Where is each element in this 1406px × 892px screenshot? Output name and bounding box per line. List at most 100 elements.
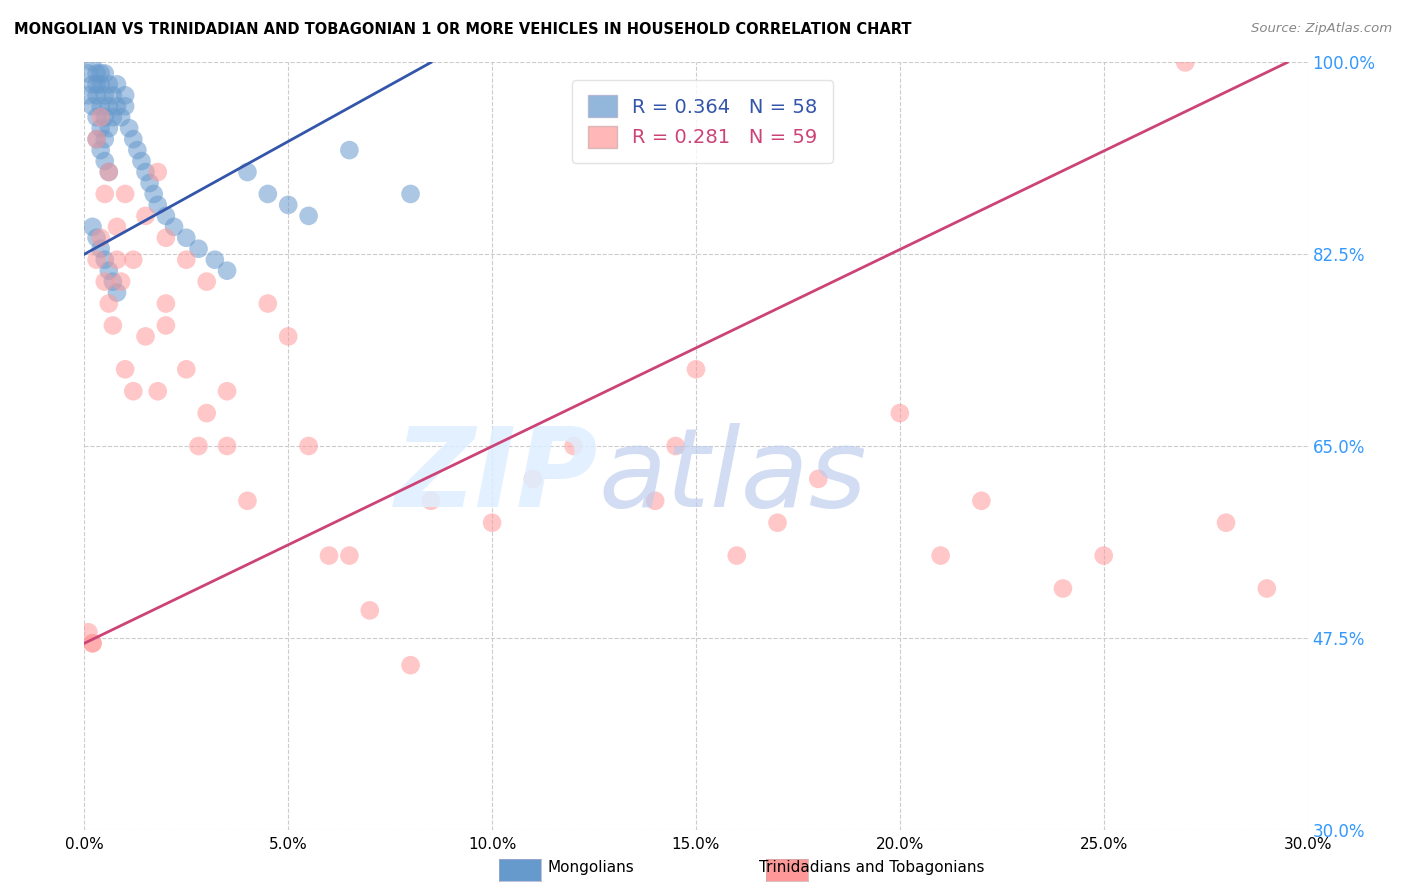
Point [1052,582,1074,596]
Point [665,439,688,453]
Point [131,154,153,169]
Point [146,198,169,212]
Point [318,549,340,563]
Point [86,66,108,80]
Point [114,88,136,103]
Point [127,143,149,157]
Point [146,384,169,399]
Point [114,362,136,376]
Point [562,439,585,453]
Point [155,231,177,245]
Point [86,231,108,245]
Point [339,549,361,563]
Point [1215,516,1237,530]
Point [420,493,443,508]
Text: Source: ZipAtlas.com: Source: ZipAtlas.com [1251,22,1392,36]
Point [90,143,112,157]
Point [97,78,120,92]
Point [187,242,209,256]
Point [110,275,132,289]
Point [118,121,141,136]
Point [481,516,503,530]
Point [105,252,128,267]
Point [101,318,124,333]
Text: Trinidadians and Tobagonians: Trinidadians and Tobagonians [759,861,984,875]
Point [298,209,321,223]
Point [86,110,108,124]
Point [101,110,124,124]
Point [195,406,218,420]
Point [93,66,115,80]
Point [93,132,115,146]
Point [217,439,239,453]
Point [86,78,108,92]
Point [77,66,100,80]
Legend: R = 0.364   N = 58, R = 0.281   N = 59: R = 0.364 N = 58, R = 0.281 N = 59 [572,79,832,163]
Point [93,275,115,289]
Point [101,88,124,103]
Point [86,132,108,146]
Point [204,252,226,267]
Point [155,318,177,333]
Point [90,242,112,256]
Point [122,132,145,146]
Point [82,636,104,650]
Point [146,165,169,179]
Point [114,186,136,201]
Point [298,439,321,453]
Point [82,55,104,70]
Point [277,198,299,212]
Point [101,275,124,289]
Point [257,296,280,310]
Text: Mongolians: Mongolians [547,861,634,875]
Point [174,362,197,376]
Point [399,186,422,201]
Point [77,625,100,640]
Point [114,99,136,113]
Point [135,329,157,343]
Point [766,516,789,530]
Point [86,88,108,103]
Point [236,493,259,508]
Point [135,165,157,179]
Point [970,493,993,508]
Point [522,472,544,486]
Point [90,78,112,92]
Point [93,110,115,124]
Point [90,66,112,80]
Point [174,231,197,245]
Text: atlas: atlas [598,423,866,530]
Point [644,493,666,508]
Point [135,209,157,223]
Point [195,275,218,289]
Point [90,231,112,245]
Point [90,121,112,136]
Point [1174,55,1197,70]
Point [93,88,115,103]
Point [90,110,112,124]
Point [97,165,120,179]
Point [1092,549,1115,563]
Point [685,362,707,376]
Point [142,186,165,201]
Point [86,252,108,267]
Point [110,110,132,124]
Point [236,165,259,179]
Point [339,143,361,157]
Point [163,219,186,234]
Point [725,549,748,563]
Point [97,99,120,113]
Point [217,384,239,399]
Point [93,186,115,201]
Point [807,472,830,486]
Point [77,88,100,103]
Point [82,99,104,113]
Point [93,252,115,267]
Point [257,186,280,201]
Point [105,99,128,113]
Point [155,209,177,223]
Point [105,78,128,92]
Text: MONGOLIAN VS TRINIDADIAN AND TOBAGONIAN 1 OR MORE VEHICLES IN HOUSEHOLD CORRELAT: MONGOLIAN VS TRINIDADIAN AND TOBAGONIAN … [14,22,911,37]
Point [1256,582,1278,596]
Point [105,285,128,300]
